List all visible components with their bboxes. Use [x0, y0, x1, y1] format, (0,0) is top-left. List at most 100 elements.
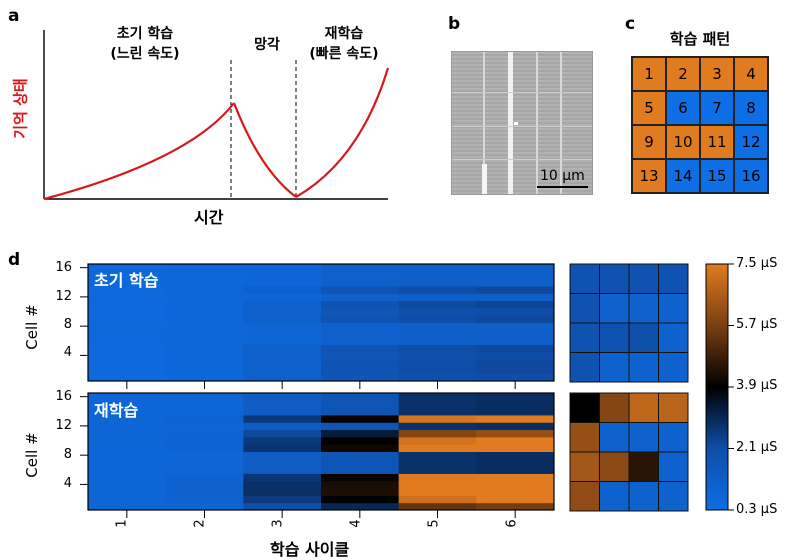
hm-top-cell-c5-r8 — [398, 322, 477, 331]
hm-top-cell-c4-r7 — [321, 329, 400, 338]
ytick-top-16: 16 — [55, 260, 72, 275]
hm-bottom-cell-c1-r16 — [88, 393, 167, 401]
ytick-top-4: 4 — [63, 345, 72, 360]
pattern-bottom-cell-10 — [599, 451, 630, 482]
hm-bottom-cell-c2-r16 — [165, 393, 244, 401]
hm-bottom-cell-c2-r10 — [165, 436, 244, 445]
hm-bottom-cell-c5-r4 — [398, 480, 477, 489]
pattern-bottom-cell-2 — [599, 392, 630, 423]
hm-bottom-cell-c2-r4 — [165, 480, 244, 489]
pattern-bottom-cell-15 — [628, 481, 659, 512]
hm-top-cell-c2-r1 — [165, 373, 244, 382]
hm-top-cell-c1-r16 — [88, 264, 167, 272]
hm-bottom-cell-c3-r13 — [243, 414, 322, 423]
hm-top-cell-c6-r10 — [476, 307, 555, 316]
hm-bottom-cell-c1-r7 — [88, 458, 167, 467]
hm-top-cell-c3-r13 — [243, 285, 322, 294]
hm-top-cell-c5-r16 — [398, 264, 477, 272]
hm-top-cell-c6-r5 — [476, 344, 555, 353]
hm-top-cell-c2-r9 — [165, 315, 244, 323]
hm-bottom-cell-c2-r5 — [165, 473, 244, 482]
panel-c-label: c — [625, 14, 636, 34]
hm-top-cell-c4-r9 — [321, 315, 400, 323]
hm-bottom-cell-c5-r7 — [398, 458, 477, 467]
hm-top-cell-c1-r11 — [88, 300, 167, 309]
hm-bottom-cell-c1-r14 — [88, 407, 167, 416]
hm-bottom-cell-c4-r13 — [321, 414, 400, 423]
hm-top-cell-c2-r16 — [165, 264, 244, 272]
hm-top-cell-c5-r6 — [398, 337, 477, 345]
pattern-cell-16: 16 — [734, 159, 768, 193]
memory-curve-plot — [43, 30, 390, 201]
sem-micrograph — [451, 51, 593, 195]
hm-bottom-cell-c5-r14 — [398, 407, 477, 416]
hm-top-cell-c4-r14 — [321, 278, 400, 287]
hm-bottom-cell-c3-r4 — [243, 480, 322, 489]
hm-top-cell-c6-r12 — [476, 293, 555, 302]
phase-forget-label: 망각 — [254, 37, 280, 53]
curve-initial-learning — [43, 102, 235, 201]
ytick-bottom-12: 12 — [55, 418, 72, 433]
hm-top-cell-c1-r7 — [88, 329, 167, 338]
hm-top-cell-c2-r4 — [165, 351, 244, 360]
pattern-top-cell-1 — [569, 263, 600, 294]
phase-initial-line1: 초기 학습 — [116, 26, 174, 42]
hm-bottom-cell-c4-r7 — [321, 458, 400, 467]
pattern-bottom-cell-3 — [628, 392, 659, 423]
pattern-cell-6: 6 — [666, 91, 700, 125]
hm-top-cell-c4-r2 — [321, 366, 400, 375]
hm-bottom-cell-c5-r2 — [398, 495, 477, 504]
hm-bottom-cell-c6-r1 — [476, 502, 555, 511]
hm-top-cell-c5-r9 — [398, 315, 477, 323]
final-pattern-relearning — [569, 392, 689, 512]
hm-bottom-cell-c1-r6 — [88, 466, 167, 474]
hm-top-cell-c5-r14 — [398, 278, 477, 287]
hm-bottom-cell-c4-r5 — [321, 473, 400, 482]
hm-top-cell-c1-r12 — [88, 293, 167, 302]
hm-bottom-cell-c4-r6 — [321, 466, 400, 474]
pattern-bottom-cell-8 — [658, 422, 689, 453]
heatmap-bottom-title: 재학습 — [94, 401, 139, 420]
pattern-top-cell-16 — [658, 352, 689, 383]
phase-initial-label: 초기 학습 (느린 속도) — [90, 24, 200, 64]
pattern-top-cell-6 — [599, 293, 630, 324]
hm-top-cell-c2-r13 — [165, 285, 244, 294]
hm-bottom-cell-c2-r11 — [165, 429, 244, 438]
hm-bottom-cell-c6-r12 — [476, 422, 555, 431]
hm-bottom-cell-c6-r5 — [476, 473, 555, 482]
hm-bottom-cell-c6-r11 — [476, 429, 555, 438]
heatmap-top-title: 초기 학습 — [94, 271, 159, 290]
hm-top-cell-c1-r8 — [88, 322, 167, 331]
curve-relearning — [295, 67, 390, 198]
hm-top-cell-c3-r10 — [243, 307, 322, 316]
hm-top-cell-c2-r10 — [165, 307, 244, 316]
hm-bottom-cell-c1-r8 — [88, 451, 167, 460]
hm-top-cell-c5-r11 — [398, 300, 477, 309]
panel-b-label: b — [448, 14, 461, 34]
pattern-top-cell-11 — [628, 322, 659, 353]
hm-bottom-cell-c5-r3 — [398, 488, 477, 496]
hm-bottom-cell-c1-r10 — [88, 436, 167, 445]
pattern-bottom-cell-7 — [628, 422, 659, 453]
hm-top-cell-c5-r13 — [398, 285, 477, 294]
phase-relearn-label: 재학습 (빠른 속도) — [296, 24, 392, 64]
hm-bottom-cell-c4-r4 — [321, 480, 400, 489]
hm-bottom-cell-c3-r15 — [243, 400, 322, 409]
hm-top-cell-c4-r12 — [321, 293, 400, 302]
pattern-bottom-cell-14 — [599, 481, 630, 512]
pattern-bottom-cell-5 — [569, 422, 600, 453]
hm-bottom-cell-c5-r8 — [398, 451, 477, 460]
hm-top-cell-c4-r1 — [321, 373, 400, 382]
hm-bottom-cell-c2-r2 — [165, 495, 244, 504]
hm-bottom-cell-c3-r14 — [243, 407, 322, 416]
hm-top-cell-c3-r2 — [243, 366, 322, 375]
hm-bottom-cell-c6-r13 — [476, 414, 555, 423]
hm-top-cell-c6-r2 — [476, 366, 555, 375]
pattern-top-cell-15 — [628, 352, 659, 383]
hm-top-cell-c6-r6 — [476, 337, 555, 345]
ytick-top-12: 12 — [55, 289, 72, 304]
pattern-bottom-cell-1 — [569, 392, 600, 423]
hm-top-cell-c2-r7 — [165, 329, 244, 338]
hm-bottom-cell-c5-r9 — [398, 444, 477, 452]
hm-top-cell-c2-r6 — [165, 337, 244, 345]
